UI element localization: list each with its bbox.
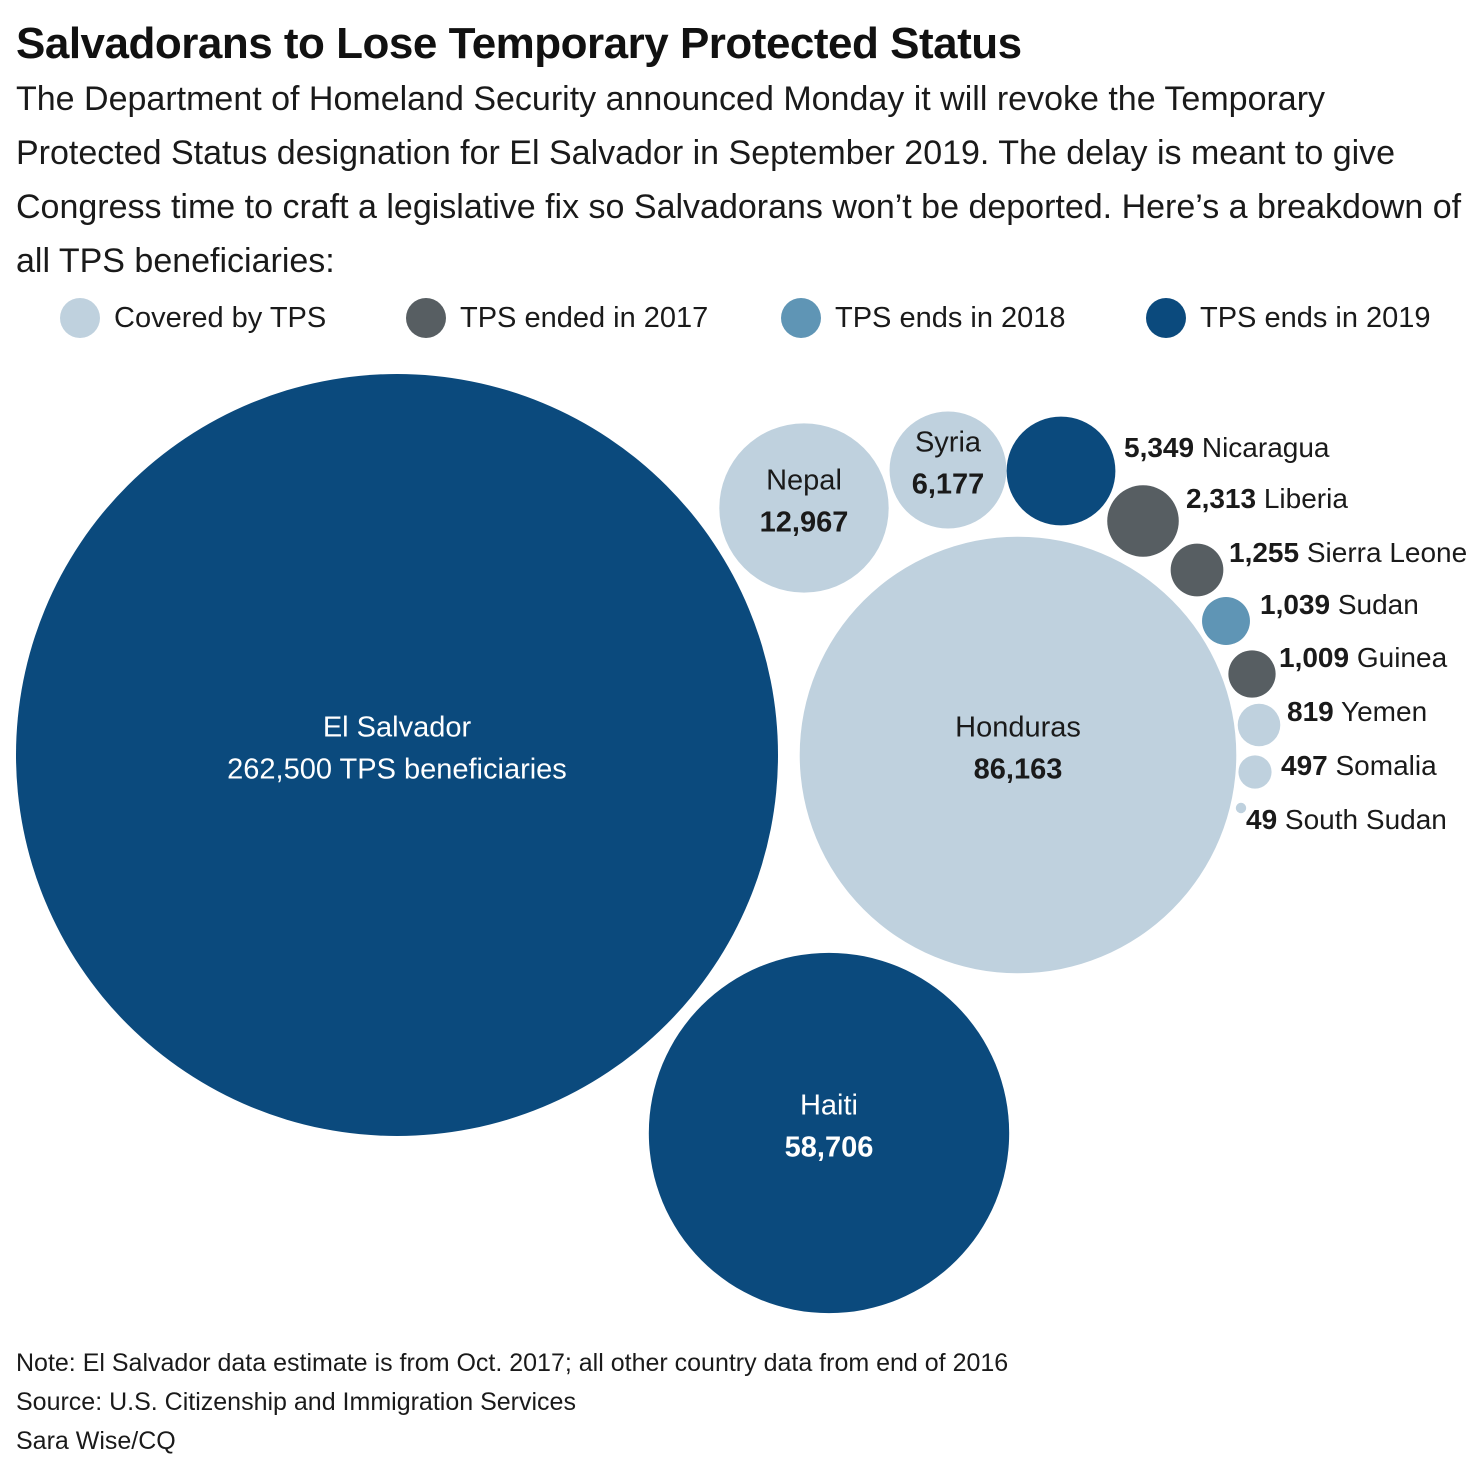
bubble-circle-nepal — [719, 423, 889, 593]
bubble-south-sudan: 49 South Sudan — [1235, 802, 1447, 835]
bubble-circle-yemen — [1237, 703, 1281, 747]
footer: Note: El Salvador data estimate is from … — [16, 1344, 1008, 1461]
bubble-honduras: Honduras 86,163 — [799, 536, 1237, 974]
legend-label-ended-2017: TPS ended in 2017 — [460, 301, 709, 334]
bubble-value-guinea: 1,009 — [1279, 642, 1349, 673]
bubble-circle-haiti — [648, 952, 1010, 1314]
bubble-syria: Syria 6,177 — [889, 411, 1007, 529]
legend-item-ends-2018: TPS ends in 2018 — [781, 296, 1066, 340]
bubble-label-haiti: Haiti — [800, 1090, 858, 1122]
legend-swatch-covered — [60, 298, 100, 338]
bubble-value-el-salvador: 262,500 TPS beneficiaries — [227, 754, 567, 786]
footer-credit: Sara Wise/CQ — [16, 1427, 176, 1455]
bubble-sierra-leone: 1,255 Sierra Leone — [1170, 537, 1467, 597]
bubble-circle-syria — [889, 411, 1007, 529]
bubble-guinea: 1,009 Guinea — [1228, 642, 1448, 698]
bubble-side-label-guinea: 1,009 Guinea — [1279, 642, 1448, 673]
bubble-chart: El Salvador 262,500 TPS beneficiaries Hond… — [16, 374, 1467, 1314]
bubble-yemen: 819 Yemen — [1237, 696, 1427, 747]
bubble-label-honduras: Honduras — [955, 712, 1081, 744]
chart-title: Salvadorans to Lose Temporary Protected … — [16, 19, 1022, 68]
legend-swatch-ends-2019 — [1146, 298, 1186, 338]
bubble-label-south-sudan: South Sudan — [1277, 804, 1447, 835]
bubble-side-label-nicaragua: 5,349 Nicaragua — [1124, 432, 1330, 463]
bubble-value-nepal: 12,967 — [760, 507, 849, 539]
legend-item-ends-2019: TPS ends in 2019 — [1146, 296, 1431, 340]
bubble-circle-sierra-leone — [1170, 543, 1224, 597]
bubble-value-syria: 6,177 — [912, 469, 985, 501]
legend-swatch-ended-2017 — [406, 298, 446, 338]
bubble-label-el-salvador: El Salvador — [323, 712, 472, 744]
bubble-label-sudan: Sudan — [1330, 589, 1419, 620]
footer-source: Source: U.S. Citizenship and Immigration… — [16, 1388, 576, 1416]
bubble-value-nicaragua: 5,349 — [1124, 432, 1194, 463]
bubble-label-guinea: Guinea — [1349, 642, 1447, 673]
bubble-label-yemen: Yemen — [1334, 696, 1427, 727]
bubble-label-syria: Syria — [915, 427, 982, 459]
bubble-value-somalia: 497 — [1281, 750, 1328, 781]
bubble-circle-nicaragua — [1006, 416, 1116, 526]
legend-item-covered: Covered by TPS — [60, 296, 326, 340]
bubble-value-yemen: 819 — [1287, 696, 1334, 727]
bubble-nicaragua: 5,349 Nicaragua — [1006, 416, 1330, 526]
legend-item-ended-2017: TPS ended in 2017 — [406, 296, 708, 340]
bubble-side-label-sierra-leone: 1,255 Sierra Leone — [1229, 537, 1467, 568]
bubble-liberia: 2,313 Liberia — [1107, 483, 1348, 557]
bubble-side-label-somalia: 497 Somalia — [1281, 750, 1437, 781]
bubble-side-label-sudan: 1,039 Sudan — [1260, 589, 1419, 620]
bubble-side-label-liberia: 2,313 Liberia — [1186, 483, 1348, 514]
bubble-side-label-south-sudan: 49 South Sudan — [1246, 804, 1447, 835]
bubble-value-sudan: 1,039 — [1260, 589, 1330, 620]
bubble-value-haiti: 58,706 — [785, 1132, 874, 1164]
bubble-value-sierra-leone: 1,255 — [1229, 537, 1299, 568]
footer-note: Note: El Salvador data estimate is from … — [16, 1349, 1009, 1377]
bubble-circle-el-salvador — [16, 374, 778, 1136]
bubble-circle-honduras — [799, 536, 1237, 974]
bubble-somalia: 497 Somalia — [1238, 750, 1437, 789]
bubble-side-label-yemen: 819 Yemen — [1287, 696, 1427, 727]
bubble-haiti: Haiti 58,706 — [648, 952, 1010, 1314]
chart-subtitle: The Department of Homeland Security anno… — [16, 80, 1462, 280]
bubble-label-somalia: Somalia — [1328, 750, 1437, 781]
bubble-circle-somalia — [1238, 755, 1272, 789]
legend: Covered by TPS TPS ended in 2017 TPS end… — [0, 0, 1484, 338]
bubble-circle-liberia — [1107, 485, 1179, 557]
bubble-label-nepal: Nepal — [766, 465, 842, 497]
legend-label-ends-2018: TPS ends in 2018 — [835, 301, 1066, 334]
bubble-sudan: 1,039 Sudan — [1202, 589, 1419, 645]
bubble-label-nicaragua: Nicaragua — [1194, 432, 1330, 463]
bubble-nepal: Nepal 12,967 — [719, 423, 889, 593]
bubble-value-south-sudan: 49 — [1246, 804, 1277, 835]
legend-label-covered: Covered by TPS — [114, 301, 327, 334]
bubble-value-honduras: 86,163 — [974, 754, 1063, 786]
bubble-circle-south-sudan — [1235, 802, 1247, 814]
bubble-value-liberia: 2,313 — [1186, 483, 1256, 514]
bubble-label-liberia: Liberia — [1256, 483, 1348, 514]
legend-label-ends-2019: TPS ends in 2019 — [1200, 301, 1431, 334]
bubble-circle-sudan — [1202, 597, 1250, 645]
legend-swatch-ends-2018 — [781, 298, 821, 338]
bubble-el-salvador: El Salvador 262,500 TPS beneficiaries — [16, 374, 778, 1136]
bubble-circle-guinea — [1228, 650, 1276, 698]
bubble-label-sierra-leone: Sierra Leone — [1299, 537, 1467, 568]
